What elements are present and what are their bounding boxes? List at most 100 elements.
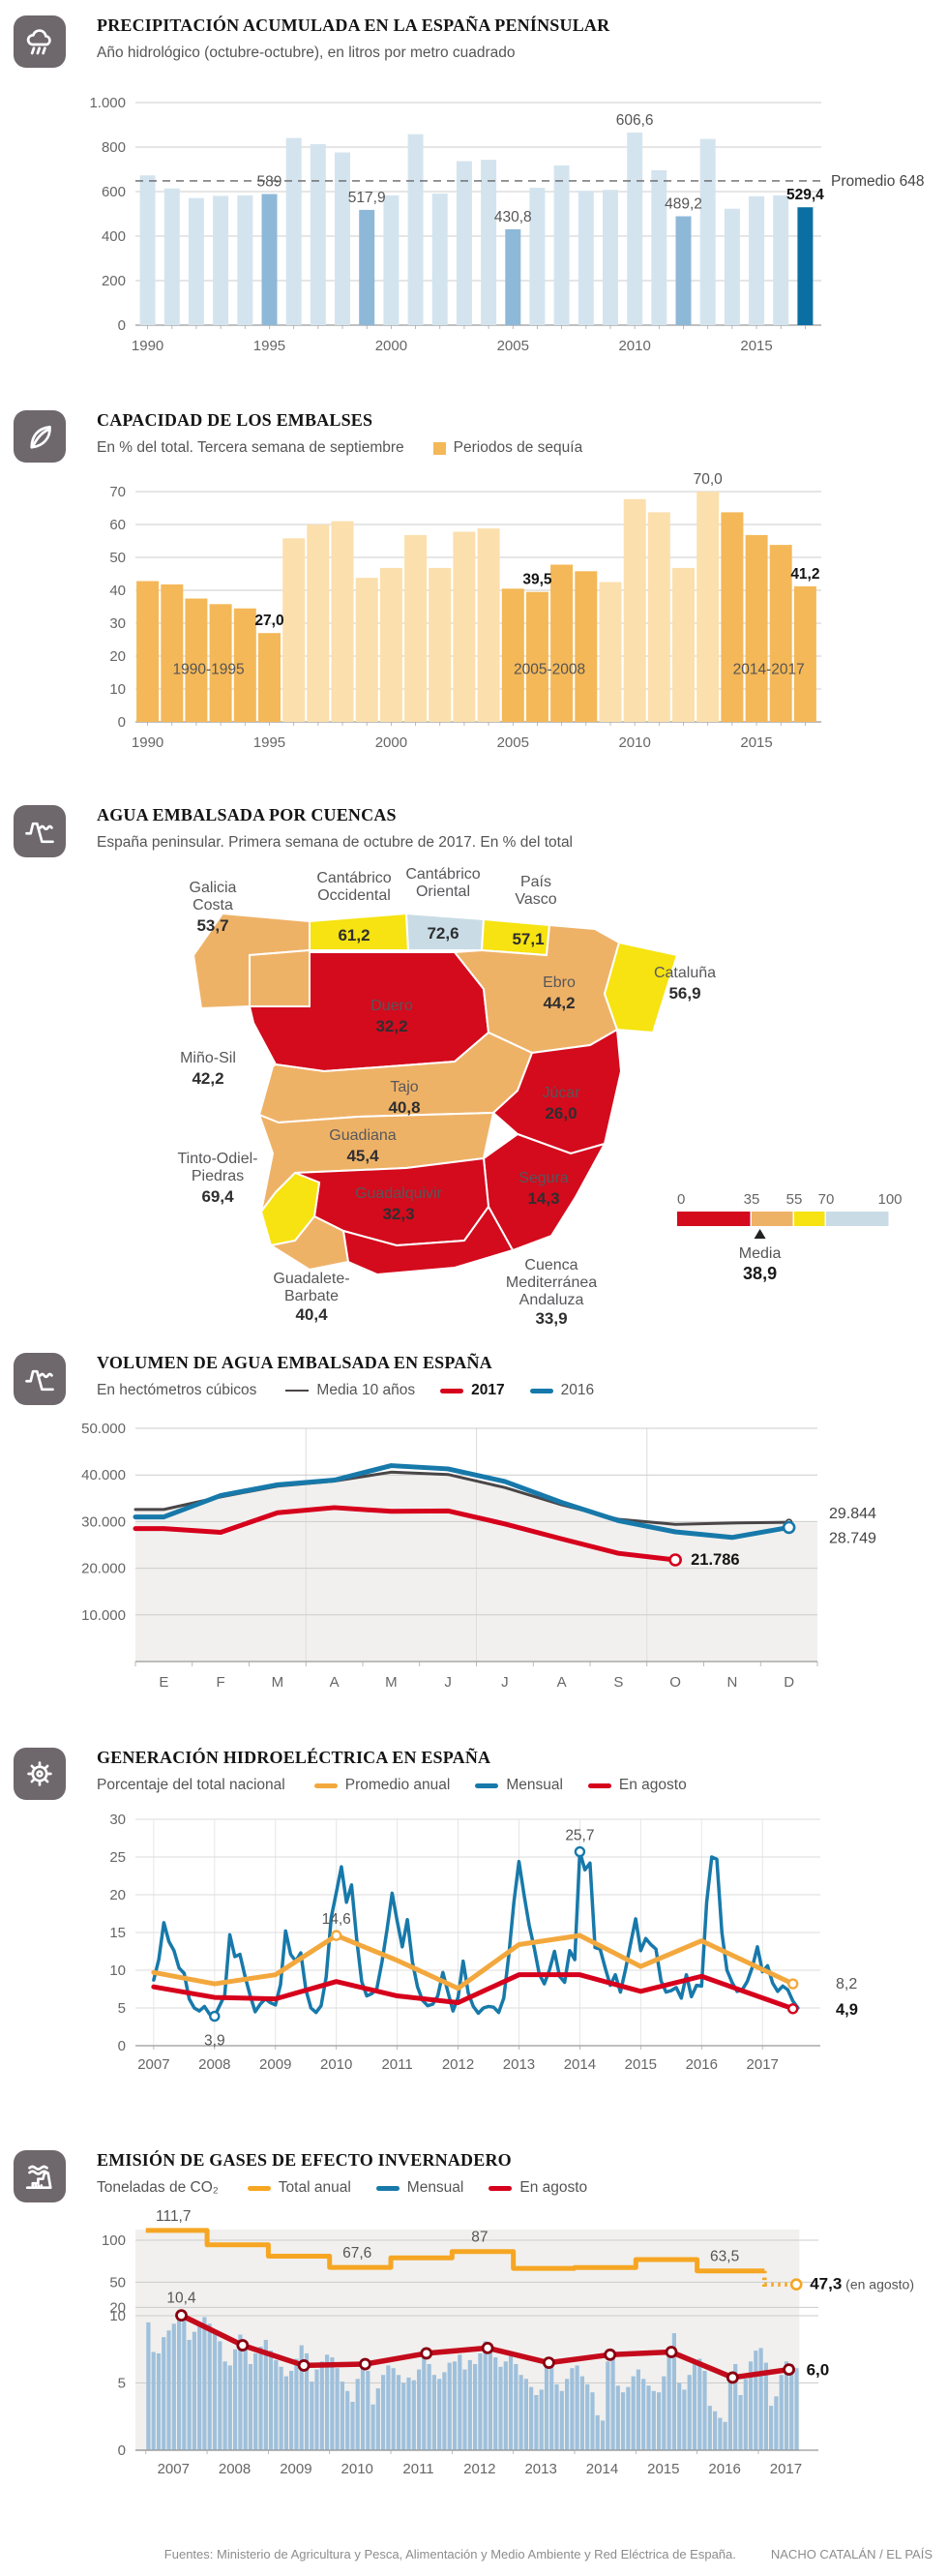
- svg-text:606,6: 606,6: [616, 112, 654, 129]
- basin-mino-sil: [249, 948, 311, 1007]
- legend-swatch: [375, 2185, 400, 2191]
- svg-text:0: 0: [118, 317, 126, 334]
- legend-label: Total anual: [278, 2179, 351, 2196]
- svg-text:56,9: 56,9: [668, 984, 700, 1003]
- svg-text:400: 400: [102, 228, 126, 245]
- svg-text:100: 100: [102, 2232, 126, 2249]
- factory-icon: [14, 2150, 66, 2202]
- svg-text:2008: 2008: [219, 2461, 251, 2477]
- svg-text:Cantábrico: Cantábrico: [316, 870, 391, 886]
- svg-text:40: 40: [109, 583, 126, 599]
- legend-item: Periodos de sequía: [432, 439, 582, 457]
- reservoir-capacity-bar-chart: 0 10 20 30 40 50 60 70 1990 1995 2000 2005 2010 2015 1…: [109, 471, 821, 751]
- svg-text:61,2: 61,2: [338, 926, 370, 944]
- svg-text:Duero: Duero: [370, 998, 413, 1014]
- svg-text:Costa: Costa: [193, 897, 233, 914]
- legend-item: Promedio anual: [313, 1777, 451, 1794]
- svg-text:53,7: 53,7: [196, 916, 228, 935]
- svg-text:15: 15: [109, 1925, 126, 1941]
- svg-text:2005: 2005: [497, 734, 529, 751]
- svg-text:40,4: 40,4: [295, 1305, 328, 1324]
- legend-label: Promedio anual: [344, 1777, 451, 1793]
- svg-text:2010: 2010: [341, 2461, 373, 2477]
- legend-label: Mensual: [506, 1777, 563, 1793]
- svg-text:70: 70: [818, 1191, 835, 1208]
- leaf-icon: [14, 410, 66, 463]
- svg-text:0: 0: [118, 714, 126, 731]
- svg-text:27,0: 27,0: [254, 613, 283, 629]
- svg-text:Oriental: Oriental: [416, 884, 470, 900]
- svg-text:2009: 2009: [280, 2461, 311, 2477]
- svg-text:2014: 2014: [586, 2461, 618, 2477]
- svg-text:38,9: 38,9: [743, 1264, 777, 1283]
- svg-text:20.000: 20.000: [81, 1561, 126, 1577]
- svg-text:20: 20: [109, 1887, 126, 1903]
- svg-text:2015: 2015: [740, 338, 772, 354]
- svg-text:2016: 2016: [686, 2056, 718, 2073]
- credit-text: NACHO CATALÁN / EL PAÍS: [770, 2547, 933, 2561]
- svg-text:1990: 1990: [132, 338, 163, 354]
- svg-text:Guadalquivir: Guadalquivir: [355, 1185, 443, 1202]
- legend-swatch: [529, 1388, 553, 1393]
- svg-text:40,8: 40,8: [388, 1098, 420, 1117]
- svg-text:67,6: 67,6: [342, 2245, 371, 2261]
- svg-text:200: 200: [102, 273, 126, 289]
- svg-text:28.749: 28.749: [829, 1530, 876, 1546]
- svg-text:Segura: Segura: [518, 1170, 569, 1186]
- svg-text:10,4: 10,4: [166, 2291, 196, 2307]
- svg-text:M: M: [385, 1674, 398, 1691]
- svg-text:Occidental: Occidental: [317, 887, 391, 904]
- svg-text:10: 10: [109, 681, 126, 698]
- chart-title-emisiones: EMISIÓN DE GASES DE EFECTO INVERNADERO: [97, 2150, 512, 2170]
- svg-text:529,4: 529,4: [786, 187, 824, 203]
- svg-text:Barbate: Barbate: [284, 1288, 339, 1304]
- svg-text:País: País: [520, 874, 551, 890]
- svg-text:1995: 1995: [253, 734, 285, 751]
- legend-label: Mensual: [406, 2179, 464, 2196]
- legend-item: Total anual: [247, 2179, 351, 2197]
- chart-subtitle-emisiones: Toneladas de CO₂: [97, 2179, 219, 2196]
- svg-text:2000: 2000: [375, 734, 407, 751]
- svg-text:2015: 2015: [647, 2461, 679, 2477]
- svg-text:2014: 2014: [564, 2056, 596, 2073]
- svg-text:Tinto-Odiel-: Tinto-Odiel-: [178, 1151, 258, 1167]
- svg-text:2010: 2010: [618, 734, 650, 751]
- svg-text:2017: 2017: [770, 2461, 802, 2477]
- svg-text:111,7: 111,7: [156, 2208, 192, 2225]
- chart-subtitle-cuencas: España peninsular. Primera semana de oct…: [97, 834, 574, 851]
- svg-text:100: 100: [877, 1191, 902, 1208]
- svg-text:14,6: 14,6: [322, 1911, 351, 1928]
- svg-text:1990: 1990: [132, 734, 163, 751]
- rain-cloud-icon: [14, 15, 66, 68]
- svg-text:50.000: 50.000: [81, 1421, 126, 1437]
- svg-text:55: 55: [786, 1191, 803, 1208]
- svg-text:2011: 2011: [381, 2056, 412, 2073]
- chart-title-cuencas: AGUA EMBALSADA POR CUENCAS: [97, 805, 397, 824]
- basin-cataluna: [603, 941, 679, 1034]
- svg-text:E: E: [159, 1674, 168, 1691]
- svg-text:800: 800: [102, 139, 126, 156]
- svg-text:42,2: 42,2: [192, 1069, 223, 1088]
- svg-text:41,2: 41,2: [790, 566, 819, 583]
- svg-text:2017: 2017: [747, 2056, 779, 2073]
- svg-text:Mediterránea: Mediterránea: [506, 1274, 597, 1291]
- svg-text:O: O: [669, 1674, 681, 1691]
- svg-text:32,3: 32,3: [382, 1205, 414, 1223]
- svg-text:32,2: 32,2: [375, 1017, 407, 1035]
- svg-text:2005: 2005: [497, 338, 529, 354]
- svg-text:1.000: 1.000: [89, 95, 126, 111]
- legend-swatch: [247, 2185, 271, 2191]
- svg-text:2015: 2015: [625, 2056, 657, 2073]
- svg-text:2009: 2009: [259, 2056, 291, 2073]
- svg-text:Media: Media: [739, 1245, 782, 1262]
- svg-text:2005-2008: 2005-2008: [514, 662, 585, 678]
- svg-text:10.000: 10.000: [81, 1607, 126, 1624]
- legend-label: Media 10 años: [316, 1382, 416, 1398]
- svg-text:70: 70: [109, 484, 126, 500]
- svg-text:Guadalete-: Guadalete-: [273, 1271, 349, 1287]
- svg-text:Cuenca: Cuenca: [524, 1257, 578, 1273]
- chart-title-volumen: VOLUMEN DE AGUA EMBALSADA EN ESPAÑA: [97, 1353, 492, 1372]
- svg-text:600: 600: [102, 184, 126, 200]
- footer: Fuentes: Ministerio de Agricultura y Pes…: [0, 2547, 933, 2561]
